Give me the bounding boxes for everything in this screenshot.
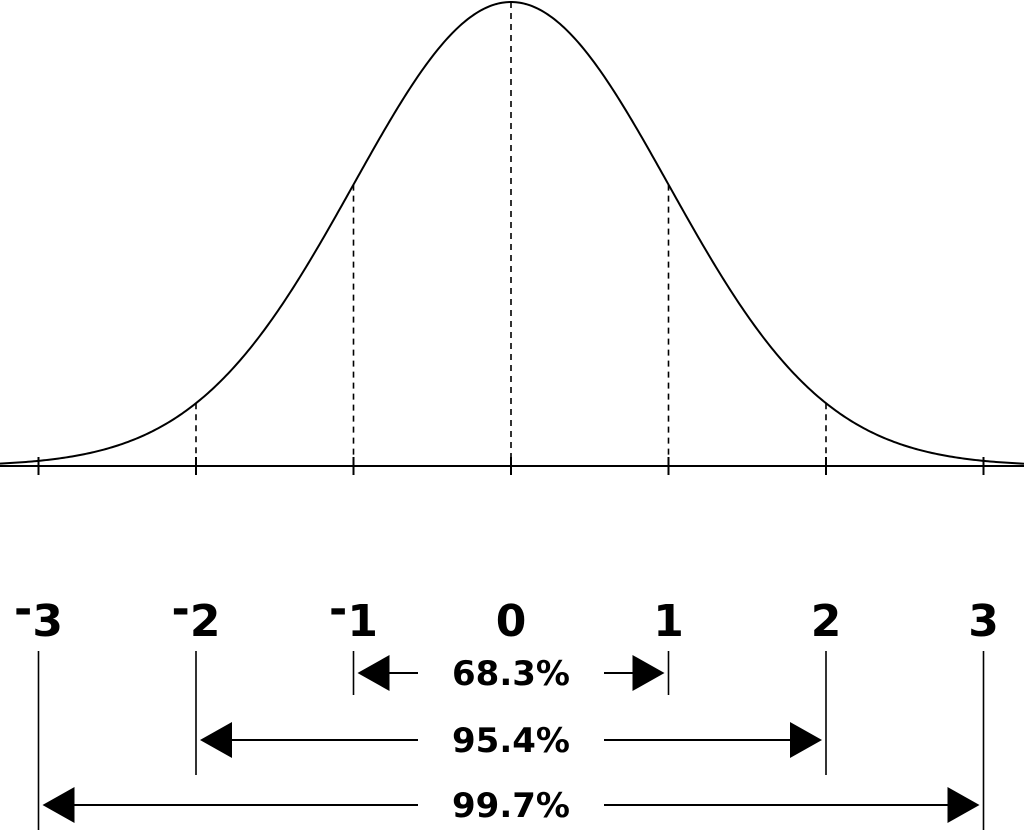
tick-digit: 0 bbox=[496, 596, 527, 647]
tick-label-minus-2: -2 bbox=[172, 584, 221, 647]
tick-digit: 2 bbox=[811, 596, 842, 647]
interval-3-sigma: 99.7% bbox=[37, 651, 985, 830]
tick-digit: 3 bbox=[968, 596, 999, 647]
tick-label-plus-3: 3 bbox=[968, 596, 999, 647]
tick-label-zero: 0 bbox=[496, 596, 527, 647]
arrowhead-left-icon bbox=[357, 655, 390, 691]
tick-digit: 3 bbox=[32, 596, 63, 647]
tick-label-minus-3: -3 bbox=[14, 584, 63, 647]
sigma-guide-lines bbox=[195, 2, 827, 466]
bell-curve-layer bbox=[0, 1, 1024, 465]
tick-label-plus-1: 1 bbox=[653, 596, 684, 647]
percentage-intervals: 68.3% 95.4% 99.7% bbox=[37, 651, 985, 830]
interval-2-sigma: 95.4% bbox=[195, 651, 827, 775]
percentage-label: 95.4% bbox=[452, 721, 570, 761]
percentage-label: 99.7% bbox=[452, 786, 570, 826]
percentage-label: 68.3% bbox=[452, 654, 570, 694]
arrowhead-left-icon bbox=[200, 722, 232, 758]
tick-label-minus-1: -1 bbox=[329, 584, 378, 647]
tick-digit: 2 bbox=[190, 596, 221, 647]
minus-sign: - bbox=[329, 584, 347, 635]
interval-1-sigma: 68.3% bbox=[352, 651, 670, 695]
arrowhead-right-icon bbox=[632, 655, 665, 691]
arrowhead-left-icon bbox=[42, 787, 75, 823]
axis-tick-labels: -3 -2 -1 0 1 2 3 bbox=[14, 584, 999, 647]
tick-digit: 1 bbox=[653, 596, 684, 647]
bell-curve bbox=[0, 1, 1024, 465]
tick-label-plus-2: 2 bbox=[811, 596, 842, 647]
arrowhead-right-icon bbox=[947, 787, 980, 823]
arrowhead-right-icon bbox=[790, 722, 822, 758]
minus-sign: - bbox=[172, 584, 190, 635]
minus-sign: - bbox=[14, 584, 32, 635]
x-axis bbox=[0, 457, 1024, 475]
tick-digit: 1 bbox=[347, 596, 378, 647]
